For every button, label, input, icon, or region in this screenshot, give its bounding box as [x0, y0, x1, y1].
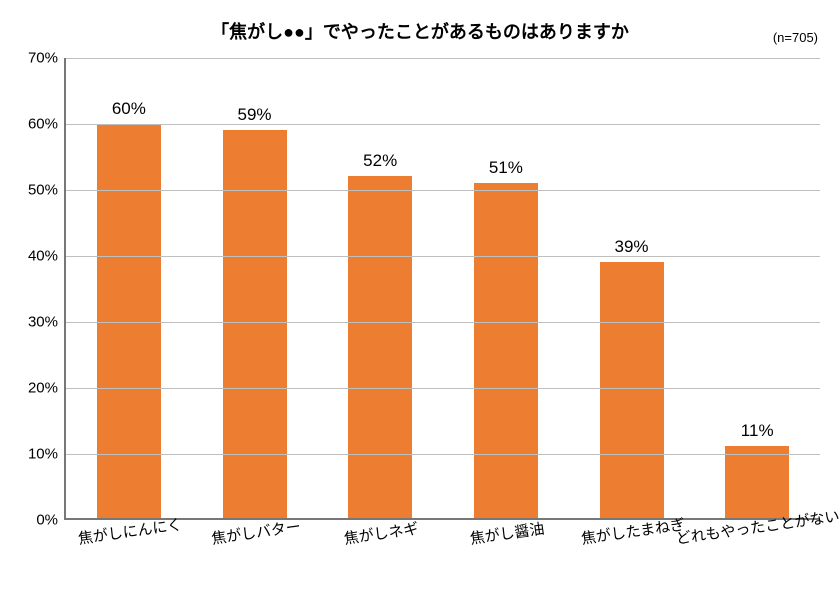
y-tick-label: 10% — [28, 446, 58, 463]
y-tick-label: 60% — [28, 116, 58, 133]
bar-value-label: 59% — [237, 105, 271, 125]
y-tick-label: 50% — [28, 182, 58, 199]
bar-value-label: 39% — [615, 237, 649, 257]
bar-value-label: 60% — [112, 99, 146, 119]
bar-slot: 59%焦がしバター — [192, 58, 318, 518]
bar-value-label: 52% — [363, 151, 397, 171]
gridline — [66, 58, 820, 59]
bar-slot: 60%焦がしにんにく — [66, 58, 192, 518]
y-tick-label: 30% — [28, 314, 58, 331]
bars-container: 60%焦がしにんにく59%焦がしバター52%焦がしネギ51%焦がし醤油39%焦が… — [66, 58, 820, 518]
y-tick-label: 70% — [28, 50, 58, 67]
y-tick-label: 40% — [28, 248, 58, 265]
gridline — [66, 190, 820, 191]
bar: 60% — [97, 124, 161, 518]
bar: 59% — [223, 130, 287, 518]
bar-value-label: 11% — [741, 421, 774, 441]
bar-slot: 51%焦がし醤油 — [443, 58, 569, 518]
bar-slot: 39%焦がしたまねぎ — [569, 58, 695, 518]
gridline — [66, 454, 820, 455]
x-tick-label: 焦がし醤油 — [468, 518, 545, 549]
y-tick-label: 0% — [36, 512, 58, 529]
bar: 11% — [725, 446, 789, 518]
bar-slot: 11%どれもやったことがない — [694, 58, 820, 518]
gridline — [66, 124, 820, 125]
gridline — [66, 388, 820, 389]
plot-area: 60%焦がしにんにく59%焦がしバター52%焦がしネギ51%焦がし醤油39%焦が… — [64, 58, 820, 520]
bar-chart: 「焦がし●●」でやったことがあるものはありますか (n=705) 60%焦がしに… — [0, 0, 840, 593]
bar: 51% — [474, 183, 538, 518]
chart-title: 「焦がし●●」でやったことがあるものはありますか — [0, 18, 840, 44]
bar-value-label: 51% — [489, 158, 523, 178]
x-tick-label: 焦がしにんにく — [76, 513, 183, 548]
bar: 39% — [600, 262, 664, 518]
bar: 52% — [348, 176, 412, 518]
x-tick-label: 焦がしたまねぎ — [579, 513, 685, 548]
y-tick-label: 20% — [28, 380, 58, 397]
x-tick-label: 焦がしネギ — [343, 518, 420, 549]
gridline — [66, 322, 820, 323]
sample-size-label: (n=705) — [773, 30, 818, 45]
x-tick-label: 焦がしバター — [209, 515, 301, 548]
bar-slot: 52%焦がしネギ — [317, 58, 443, 518]
gridline — [66, 256, 820, 257]
